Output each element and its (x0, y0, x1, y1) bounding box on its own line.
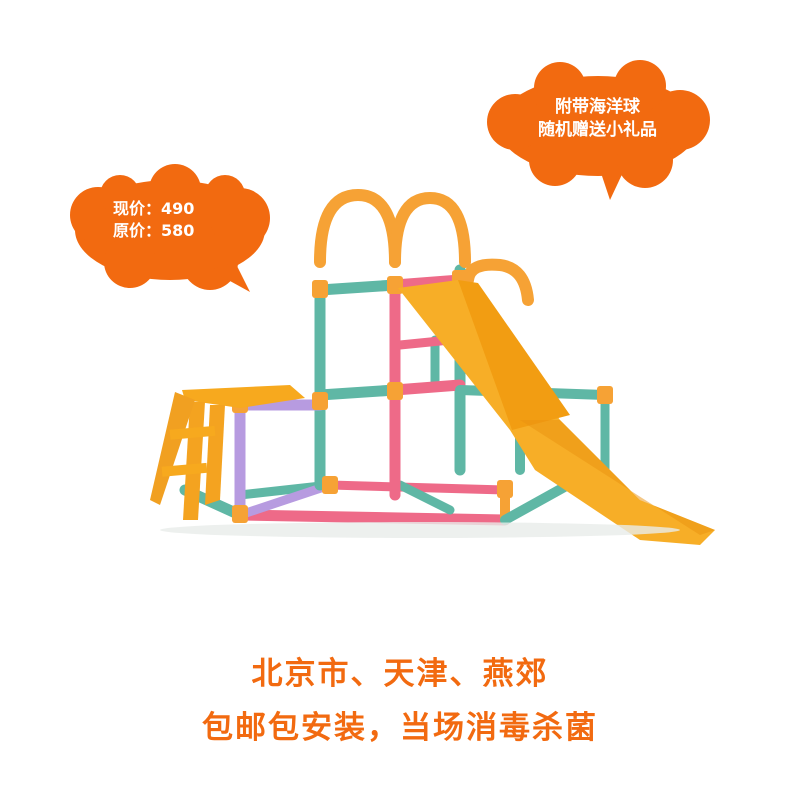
gift-bubble (487, 60, 710, 200)
price-bubble (70, 164, 270, 292)
current-price: 现价：490 (113, 199, 195, 218)
footer-line-2: 包邮包安装，当场消毒杀菌 (202, 710, 598, 746)
slide-image (398, 280, 715, 545)
price-bubble-text: 现价：490 原价：580 (95, 198, 253, 241)
gift-bubble-text: 附带海洋球 随机赠送小礼品 (505, 96, 690, 142)
footer-line-1: 北京市、天津、燕郊 (251, 656, 549, 692)
ground-shadow (160, 522, 680, 538)
original-price: 原价：580 (113, 220, 195, 240)
gift-line-2: 随机赠送小礼品 (538, 119, 657, 140)
gift-line-1: 附带海洋球 (555, 97, 640, 117)
steps-image (150, 385, 305, 520)
